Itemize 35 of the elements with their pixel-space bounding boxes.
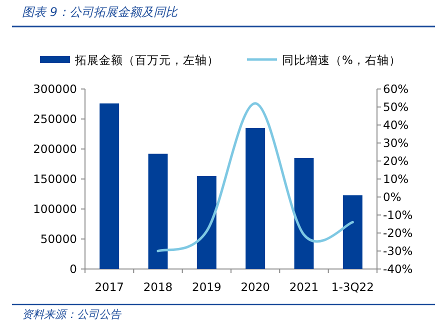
legend-label: 同比增速（%，右轴） bbox=[282, 53, 401, 67]
bar bbox=[246, 128, 266, 269]
y2-tick-label: 40% bbox=[383, 118, 409, 132]
x-tick-label: 2021 bbox=[289, 280, 319, 294]
y2-tick-label: -30% bbox=[383, 244, 413, 258]
text: 资料来源：公司公告 bbox=[22, 308, 122, 321]
y2-tick-label: 50% bbox=[383, 100, 409, 114]
y2-tick-label: -20% bbox=[383, 226, 413, 240]
y-tick-label: 200000 bbox=[33, 142, 77, 156]
bar bbox=[294, 158, 314, 269]
y2-tick-label: 10% bbox=[383, 172, 409, 186]
legend-label: 拓展金额（百万元，左轴） bbox=[74, 53, 219, 67]
bar bbox=[342, 195, 362, 269]
y-tick-label: 250000 bbox=[33, 112, 77, 126]
x-tick-label: 2017 bbox=[94, 280, 124, 294]
line-series bbox=[156, 102, 354, 252]
y-tick-label: 0 bbox=[70, 262, 77, 276]
y-tick-label: 300000 bbox=[33, 82, 77, 96]
y2-tick-label: -40% bbox=[383, 262, 413, 276]
y2-tick-label: 30% bbox=[383, 136, 409, 150]
x-tick-label: 2019 bbox=[192, 280, 222, 294]
y-tick-label: 150000 bbox=[33, 172, 77, 186]
y-tick-label: 50000 bbox=[40, 232, 77, 246]
bar bbox=[100, 103, 120, 269]
y2-tick-label: 20% bbox=[383, 154, 409, 168]
bar bbox=[196, 176, 216, 269]
x-tick-label: 2018 bbox=[143, 280, 173, 294]
bar bbox=[148, 154, 168, 269]
x-tick-label: 2020 bbox=[240, 280, 270, 294]
chart-title: 图表 9：公司拓展金额及同比 bbox=[22, 5, 178, 19]
y2-tick-label: 0% bbox=[383, 190, 402, 204]
y2-tick-label: 60% bbox=[383, 82, 409, 96]
y-tick-label: 100000 bbox=[33, 202, 77, 216]
y2-tick-label: -10% bbox=[383, 208, 413, 222]
x-tick-label: 1-3Q22 bbox=[331, 280, 374, 294]
